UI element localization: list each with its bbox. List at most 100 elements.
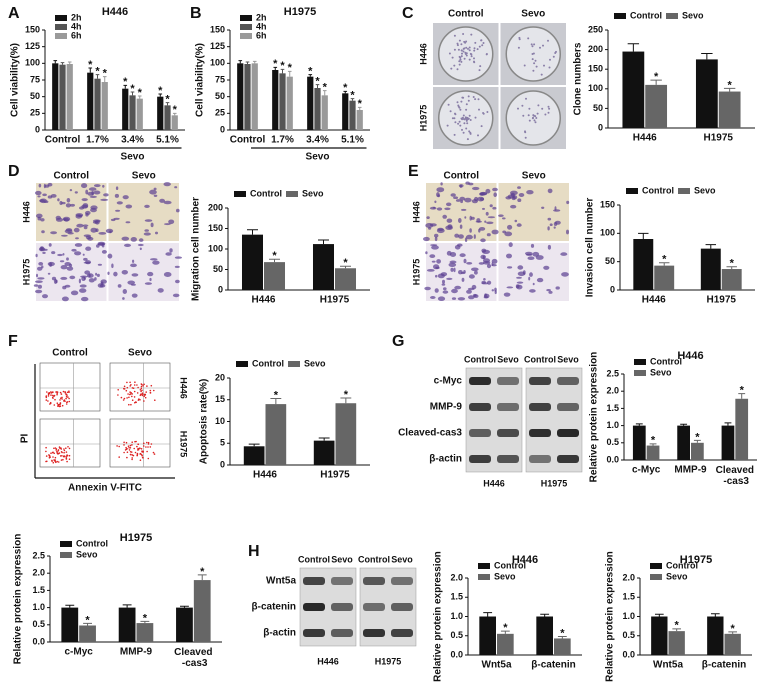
y-tick-label: 100 bbox=[600, 228, 615, 238]
flow-event bbox=[65, 397, 67, 400]
flow-event bbox=[57, 461, 60, 463]
stained-cell bbox=[42, 193, 47, 197]
flow-event bbox=[139, 453, 141, 455]
stained-cell bbox=[480, 238, 486, 243]
error-bar bbox=[693, 439, 701, 443]
stained-cell bbox=[81, 296, 89, 302]
colony bbox=[462, 50, 465, 53]
flow-event bbox=[149, 446, 152, 448]
bar bbox=[66, 64, 73, 130]
stained-cell bbox=[60, 265, 68, 270]
stained-cell bbox=[113, 271, 118, 277]
stained-cell bbox=[459, 224, 463, 229]
stained-cell bbox=[48, 243, 52, 247]
image-row-label: H446 bbox=[418, 43, 428, 65]
significance-mark: * bbox=[651, 435, 656, 447]
flow-event bbox=[56, 402, 59, 405]
flow-event bbox=[59, 399, 61, 401]
flow-event bbox=[59, 447, 61, 450]
stained-cell bbox=[97, 283, 104, 288]
stained-cell bbox=[516, 281, 524, 284]
flow-event bbox=[131, 444, 133, 446]
colony bbox=[473, 57, 475, 60]
colony bbox=[447, 103, 450, 106]
bar bbox=[695, 59, 718, 128]
stained-cell bbox=[90, 227, 98, 233]
y-tick-label: 0.0 bbox=[622, 649, 635, 659]
flow-event bbox=[52, 397, 54, 399]
flow-event bbox=[126, 386, 129, 389]
stained-cell bbox=[105, 228, 114, 234]
bar bbox=[279, 73, 286, 130]
flow-event bbox=[134, 401, 136, 404]
image-row-label: H1975 bbox=[179, 431, 189, 458]
flow-event bbox=[129, 447, 132, 449]
stained-cell bbox=[428, 227, 432, 230]
bar bbox=[193, 580, 211, 642]
flow-event bbox=[56, 392, 58, 395]
stained-cell bbox=[37, 266, 43, 271]
bar bbox=[479, 616, 496, 655]
flow-event bbox=[131, 399, 134, 402]
stained-cell bbox=[153, 187, 157, 191]
stained-cell bbox=[451, 297, 457, 300]
stained-cell bbox=[33, 284, 39, 287]
stained-cell bbox=[73, 227, 80, 233]
flow-event bbox=[59, 455, 62, 457]
legend-swatch bbox=[650, 574, 662, 580]
stained-cell bbox=[83, 257, 88, 261]
stained-cell bbox=[440, 182, 443, 186]
legend-swatch bbox=[286, 191, 298, 197]
significance-mark: * bbox=[662, 254, 667, 266]
colony bbox=[547, 39, 549, 42]
flow-event bbox=[52, 451, 54, 454]
flow-event bbox=[68, 400, 71, 403]
flow-event bbox=[127, 393, 129, 395]
stained-cell bbox=[437, 273, 445, 279]
colony bbox=[534, 59, 537, 62]
stained-cell bbox=[515, 284, 520, 289]
stained-cell bbox=[434, 233, 439, 238]
legend-swatch bbox=[614, 13, 626, 19]
significance-mark: * bbox=[350, 90, 355, 102]
significance-mark: * bbox=[740, 385, 745, 397]
error-bar bbox=[627, 43, 640, 52]
error-bar bbox=[83, 622, 92, 626]
significance-mark: * bbox=[173, 104, 178, 116]
x-tick-label: H1975 bbox=[707, 295, 737, 306]
colony bbox=[466, 116, 469, 119]
flow-event bbox=[53, 452, 55, 455]
flow-event bbox=[45, 399, 48, 401]
blot-band bbox=[303, 603, 325, 611]
stained-cell bbox=[493, 192, 498, 197]
stained-cell bbox=[62, 253, 65, 256]
error-bar bbox=[710, 613, 720, 617]
chart-title: H446 bbox=[102, 6, 128, 18]
flow-event bbox=[57, 405, 60, 407]
colony bbox=[465, 108, 468, 111]
bar bbox=[272, 70, 279, 130]
colony bbox=[463, 122, 466, 125]
stained-cell bbox=[437, 296, 446, 302]
flow-event bbox=[136, 384, 138, 386]
legend-swatch bbox=[666, 13, 678, 19]
y-tick-label: 0.5 bbox=[606, 437, 619, 447]
error-bar bbox=[137, 95, 142, 99]
flow-event bbox=[45, 446, 47, 449]
stained-cell bbox=[102, 184, 105, 188]
error-bar bbox=[340, 265, 352, 269]
stained-cell bbox=[163, 182, 171, 187]
bar bbox=[691, 442, 704, 460]
image-col-label: Sevo bbox=[128, 348, 152, 359]
stained-cell bbox=[38, 183, 42, 188]
colony bbox=[457, 122, 460, 125]
colony bbox=[462, 114, 465, 117]
colony bbox=[460, 100, 463, 103]
x-tick-label: 1.7% bbox=[86, 135, 109, 146]
stained-cell bbox=[514, 219, 518, 223]
stained-cell bbox=[529, 289, 536, 293]
flow-event bbox=[46, 391, 48, 393]
bar bbox=[87, 72, 94, 130]
flow-plot bbox=[109, 362, 171, 412]
flow-event bbox=[63, 400, 65, 402]
